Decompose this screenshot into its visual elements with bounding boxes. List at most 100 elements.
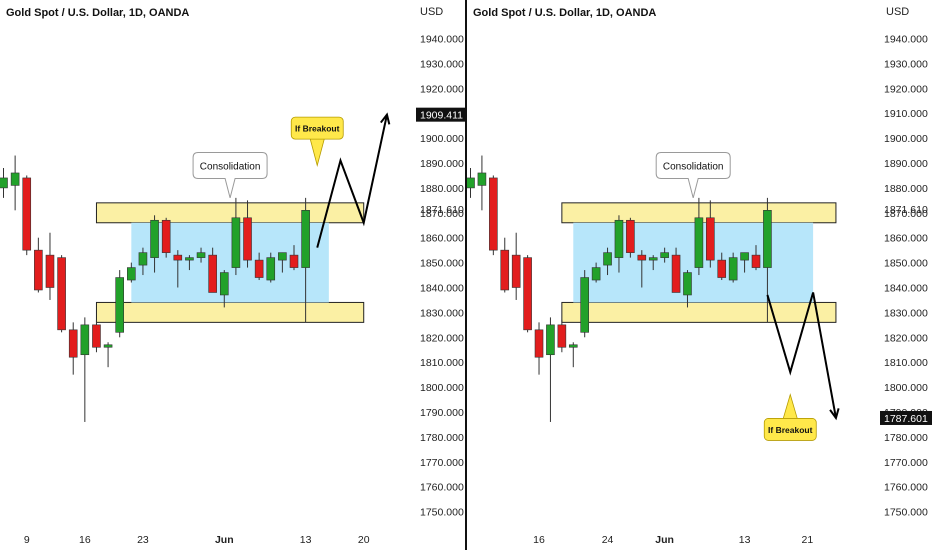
left-breakout-callout-pointer xyxy=(309,138,325,168)
left-x-tick-label: 9 xyxy=(24,534,30,546)
left-candle-body xyxy=(80,324,90,356)
right-candle-body xyxy=(477,172,487,186)
left-consolidation-callout xyxy=(192,151,268,198)
panel-divider xyxy=(465,0,467,550)
left-candle-body xyxy=(243,217,252,261)
left-candle-body xyxy=(22,177,32,251)
right-consolidation-box xyxy=(573,222,814,303)
right-y-tick-label: 1840.000 xyxy=(884,283,928,295)
right-candle-body xyxy=(523,257,532,331)
right-candle-body xyxy=(763,210,772,268)
left-support-zone xyxy=(95,301,365,323)
right-candle-body xyxy=(751,254,761,268)
right-x-tick-label: 13 xyxy=(739,534,751,546)
right-candle-body xyxy=(706,217,715,261)
right-candle-body xyxy=(648,257,658,261)
left-breakout-callout xyxy=(290,116,344,140)
right-consolidation-callout xyxy=(655,151,731,198)
left-candle-body xyxy=(45,254,55,288)
left-y-tick-label: 1890.000 xyxy=(420,158,464,170)
right-breakout-callout xyxy=(763,418,817,441)
left-y-tick-label: 1750.000 xyxy=(420,507,464,519)
right-breakout-label: If Breakout xyxy=(768,425,813,435)
right-support-zone xyxy=(561,301,837,323)
right-x-tick-label: 21 xyxy=(802,534,814,546)
chart-right: 1750.0001760.0001770.0001780.0001790.000… xyxy=(467,34,932,546)
left-candle-body xyxy=(173,254,183,261)
right-y-tick-label: 1900.000 xyxy=(884,133,928,145)
right-y-tick-label: 1830.000 xyxy=(884,307,928,319)
right-consolidation-label: Consolidation xyxy=(663,161,724,172)
left-candle-body xyxy=(301,210,310,268)
right-candle-body xyxy=(660,252,669,258)
right-candle-body xyxy=(568,344,578,348)
chart-title-left: Gold Spot / U.S. Dollar, 1D, OANDA xyxy=(6,7,190,19)
left-y-tick-label: 1820.000 xyxy=(420,332,464,344)
right-candle-body xyxy=(534,329,544,358)
left-candle-body xyxy=(115,277,124,333)
right-candle-body xyxy=(717,259,727,278)
left-candle-body xyxy=(278,252,287,261)
right-candle-body xyxy=(467,177,475,189)
left-x-tick-label: Jun xyxy=(215,534,234,546)
currency-label-left: USD xyxy=(420,6,444,18)
left-consolidation-label: Consolidation xyxy=(200,161,261,172)
left-y-tick-label: 1780.000 xyxy=(420,432,464,444)
right-y-tick-label: 1870.000 xyxy=(884,208,928,220)
left-y-tick-label: 1850.000 xyxy=(420,258,464,270)
left-candle-body xyxy=(127,267,136,281)
left-resistance-zone xyxy=(95,202,365,224)
left-candle-body xyxy=(254,259,264,278)
chart-title-right: Gold Spot / U.S. Dollar, 1D, OANDA xyxy=(473,7,657,19)
right-candle-body xyxy=(489,177,498,251)
right-y-tick-label: 1760.000 xyxy=(884,482,928,494)
left-breakout-label: If Breakout xyxy=(295,124,340,134)
left-projection-arrowhead xyxy=(380,112,391,125)
left-x-tick-label: 16 xyxy=(79,534,91,546)
right-price-tag-label: 1787.601 xyxy=(884,413,928,425)
right-candle-body xyxy=(511,254,521,288)
right-candle-body xyxy=(626,219,635,253)
left-candle-body xyxy=(34,249,43,291)
right-y-tick-label: 1860.000 xyxy=(884,233,928,245)
right-candle-body xyxy=(591,267,601,281)
right-x-tick-label: 16 xyxy=(533,534,545,546)
right-candle-body xyxy=(671,254,681,293)
left-candle-body xyxy=(185,257,194,261)
right-y-tick-label: 1820.000 xyxy=(884,332,928,344)
left-consolidation-box xyxy=(131,222,329,303)
right-projection-path xyxy=(766,292,837,419)
left-projection-path xyxy=(316,114,388,248)
currency-label-right: USD xyxy=(886,6,910,18)
left-y-tick-label: 1800.000 xyxy=(420,382,464,394)
right-candle-body xyxy=(683,272,692,296)
left-candle-body xyxy=(103,344,113,348)
left-candle-body xyxy=(208,254,217,293)
right-y-tick-label: 1880.000 xyxy=(884,183,928,195)
left-y-tick-label: 1900.000 xyxy=(420,133,464,145)
right-y-tick-label: 1940.000 xyxy=(884,34,928,46)
left-candle-body xyxy=(57,257,66,331)
left-candle-body xyxy=(138,252,148,266)
left-candle-body xyxy=(150,219,159,258)
left-y-tick-label: 1930.000 xyxy=(420,58,464,70)
right-candle-body xyxy=(500,249,510,291)
left-level-label: 1871.610 xyxy=(420,204,464,216)
left-candle-body xyxy=(219,272,229,296)
right-y-tick-label: 1920.000 xyxy=(884,83,928,95)
left-y-tick-label: 1840.000 xyxy=(420,283,464,295)
left-candle-body xyxy=(92,324,101,348)
right-y-tick-label: 1780.000 xyxy=(884,432,928,444)
right-candle-body xyxy=(637,254,647,261)
left-price-tag xyxy=(416,107,465,122)
right-candle-body xyxy=(740,252,749,261)
left-candle-body xyxy=(68,329,78,358)
right-y-tick-label: 1890.000 xyxy=(884,158,928,170)
left-y-tick-label: 1940.000 xyxy=(420,34,464,46)
right-y-tick-label: 1800.000 xyxy=(884,382,928,394)
left-x-tick-label: 20 xyxy=(358,534,370,546)
right-y-tick-label: 1770.000 xyxy=(884,457,928,469)
right-breakout-callout-pointer xyxy=(782,393,798,419)
left-candle-body xyxy=(196,252,206,258)
